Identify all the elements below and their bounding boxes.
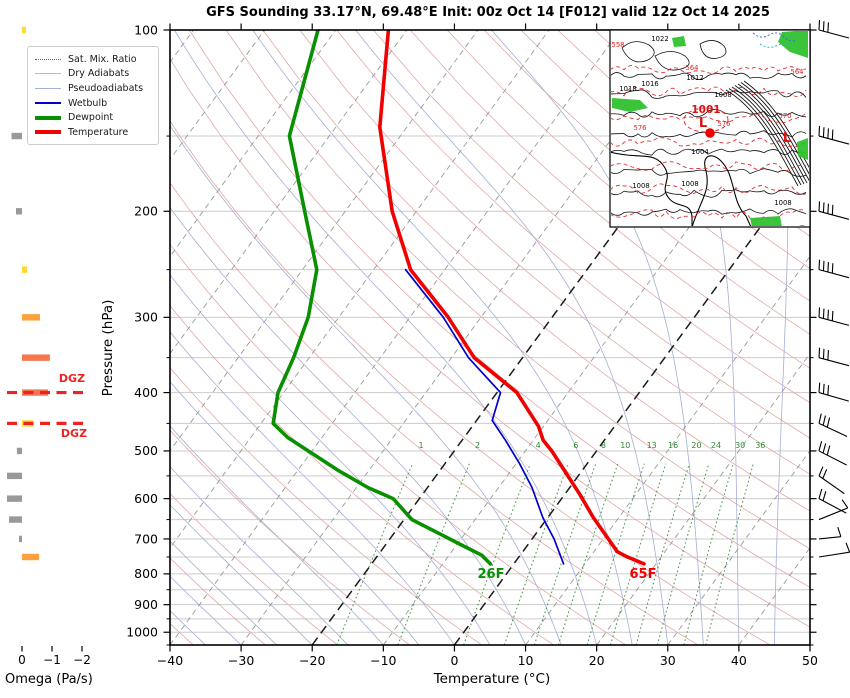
wetbulb-line-sample bbox=[35, 102, 61, 105]
dewpoint-line-sample bbox=[35, 115, 61, 120]
svg-text:200: 200 bbox=[134, 204, 158, 219]
legend-item-sat-mix-ratio: Sat. Mix. Ratio bbox=[35, 52, 152, 67]
legend-item-wetbulb: Wetbulb bbox=[35, 96, 152, 111]
chart-title: GFS Sounding 33.17°N, 69.48°E Init: 00z … bbox=[206, 5, 770, 20]
svg-text:1008: 1008 bbox=[774, 199, 791, 207]
svg-text:1008: 1008 bbox=[681, 180, 698, 188]
svg-text:50: 50 bbox=[802, 653, 818, 668]
svg-text:1: 1 bbox=[418, 441, 423, 450]
dgz-lines bbox=[7, 390, 86, 425]
legend-item-dry-adiabats: Dry Adiabats bbox=[35, 67, 152, 82]
svg-text:1012: 1012 bbox=[686, 74, 703, 82]
legend-label: Dewpoint bbox=[68, 112, 114, 124]
svg-text:564: 564 bbox=[686, 64, 699, 72]
svg-text:40: 40 bbox=[731, 653, 747, 668]
dry-adiabat-lines bbox=[170, 30, 810, 645]
surface-temperature-label: 65F bbox=[630, 567, 657, 582]
temperature-curve bbox=[378, 30, 646, 566]
svg-text:100: 100 bbox=[134, 22, 158, 37]
svg-text:L: L bbox=[783, 131, 791, 146]
svg-text:570: 570 bbox=[779, 112, 792, 120]
sat-mix-ratio-line-sample bbox=[35, 58, 61, 60]
svg-text:30: 30 bbox=[735, 441, 745, 450]
svg-text:300: 300 bbox=[134, 310, 158, 325]
svg-text:8: 8 bbox=[601, 441, 606, 450]
svg-text:−30: −30 bbox=[228, 653, 254, 668]
svg-text:−10: −10 bbox=[370, 653, 396, 668]
svg-text:564: 564 bbox=[791, 68, 804, 76]
legend-label: Temperature bbox=[68, 126, 129, 138]
svg-text:576: 576 bbox=[634, 124, 647, 132]
legend-item-pseudoadiabats: Pseudoadiabats bbox=[35, 81, 152, 96]
svg-text:36: 36 bbox=[755, 441, 765, 450]
svg-text:24: 24 bbox=[711, 441, 721, 450]
omega-axis-label: Omega (Pa/s) bbox=[5, 672, 93, 687]
svg-text:1022: 1022 bbox=[651, 35, 668, 43]
svg-text:0: 0 bbox=[18, 653, 26, 667]
inset-synoptic-map: 1022 1018 1016 1012 1008 1004 1008 1008 1008 558 5… bbox=[609, 29, 811, 228]
surface-dewpoint-label: 26F bbox=[478, 567, 505, 582]
svg-text:900: 900 bbox=[134, 597, 158, 612]
svg-text:1016: 1016 bbox=[641, 80, 658, 88]
svg-text:L: L bbox=[699, 116, 707, 131]
wetbulb-curve bbox=[404, 268, 565, 565]
svg-text:20: 20 bbox=[589, 653, 605, 668]
legend-item-dewpoint: Dewpoint bbox=[35, 110, 152, 125]
svg-text:20: 20 bbox=[691, 441, 701, 450]
inset-low-pressure-label: 1001 bbox=[691, 104, 720, 116]
svg-text:558: 558 bbox=[612, 41, 625, 49]
dgz-lower-label: DGZ bbox=[61, 427, 87, 440]
svg-text:16: 16 bbox=[668, 441, 678, 450]
svg-text:400: 400 bbox=[134, 385, 158, 400]
axis-ticks-and-labels: −40 −30 −20 −10 0 10 20 30 40 5010020030040050060… bbox=[18, 22, 818, 668]
svg-text:0: 0 bbox=[450, 653, 458, 668]
wind-barb-column bbox=[818, 19, 850, 558]
legend-label: Pseudoadiabats bbox=[68, 82, 144, 94]
temperature-axis-label: Temperature (°C) bbox=[433, 671, 551, 687]
svg-text:500: 500 bbox=[134, 443, 158, 458]
dry-adiabat-line-sample bbox=[35, 73, 61, 75]
svg-text:−40: −40 bbox=[157, 653, 183, 668]
legend: Sat. Mix. Ratio Dry Adiabats Pseudoadiab… bbox=[27, 46, 159, 145]
pseudoadiabat-line-sample bbox=[35, 87, 61, 89]
temperature-line-sample bbox=[35, 130, 61, 135]
svg-text:4: 4 bbox=[536, 441, 541, 450]
svg-text:1000: 1000 bbox=[126, 625, 158, 640]
svg-text:10: 10 bbox=[518, 653, 534, 668]
svg-text:−2: −2 bbox=[73, 653, 91, 667]
svg-text:13: 13 bbox=[647, 441, 657, 450]
svg-text:700: 700 bbox=[134, 531, 158, 546]
svg-text:1008: 1008 bbox=[632, 182, 649, 190]
svg-text:576: 576 bbox=[718, 120, 731, 128]
svg-text:600: 600 bbox=[134, 491, 158, 506]
svg-text:10: 10 bbox=[620, 441, 630, 450]
svg-text:800: 800 bbox=[134, 566, 158, 581]
dewpoint-curve bbox=[271, 30, 493, 566]
legend-label: Wetbulb bbox=[68, 97, 108, 109]
svg-text:−20: −20 bbox=[299, 653, 325, 668]
svg-text:−1: −1 bbox=[43, 653, 61, 667]
legend-item-temperature: Temperature bbox=[35, 125, 152, 140]
pressure-axis-label: Pressure (hPa) bbox=[100, 300, 116, 397]
plot-frame bbox=[169, 29, 811, 646]
svg-text:30: 30 bbox=[660, 653, 676, 668]
highlighted-isotherm-lines bbox=[311, 30, 810, 645]
svg-text:2: 2 bbox=[475, 441, 480, 450]
svg-text:1004: 1004 bbox=[691, 148, 708, 156]
legend-label: Dry Adiabats bbox=[68, 68, 130, 80]
legend-label: Sat. Mix. Ratio bbox=[68, 53, 137, 65]
svg-text:1018: 1018 bbox=[619, 85, 636, 93]
svg-text:6: 6 bbox=[573, 441, 578, 450]
dgz-upper-label: DGZ bbox=[59, 372, 85, 385]
svg-text:1008: 1008 bbox=[714, 91, 731, 99]
